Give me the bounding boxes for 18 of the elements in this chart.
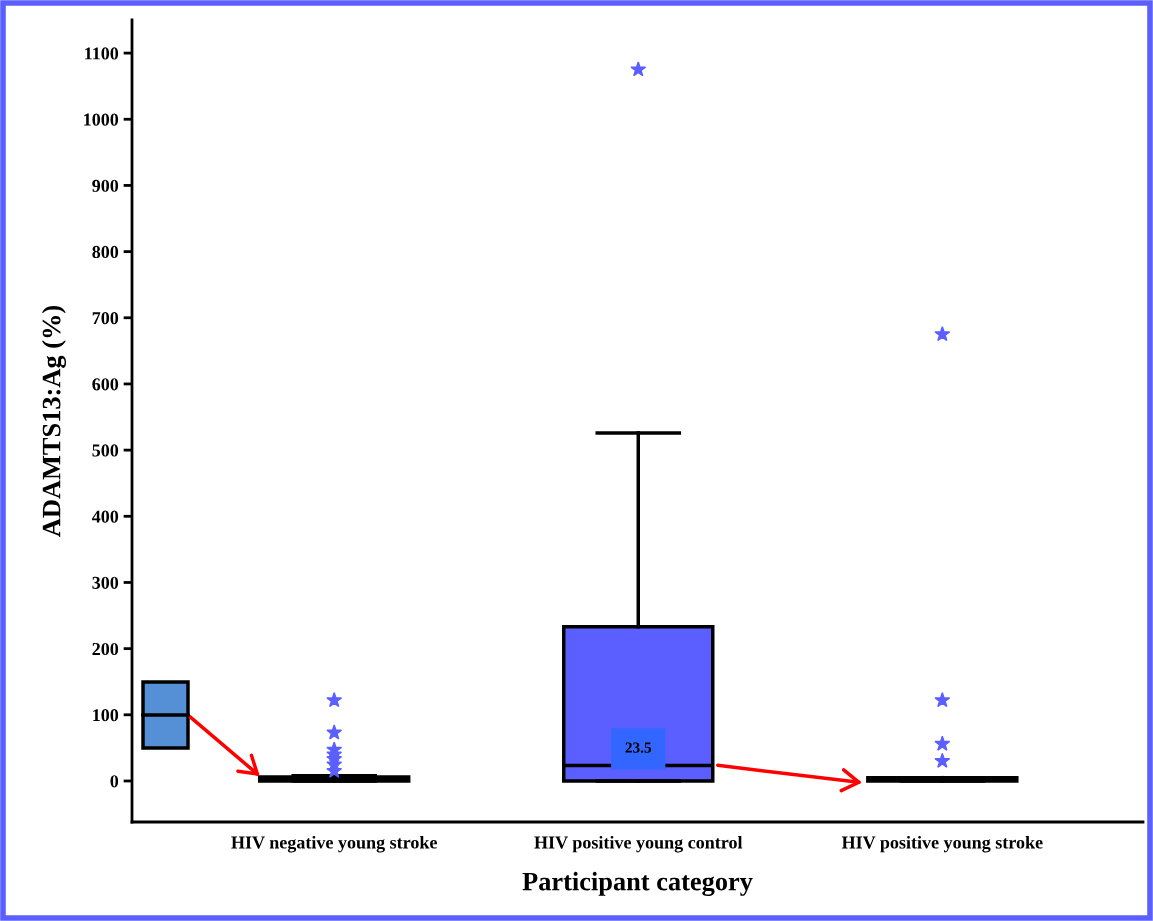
y-tick-label: 400 bbox=[91, 510, 119, 523]
y-axis-title: ADAMTS13:Ag (%) bbox=[41, 305, 67, 537]
x-tick-label: HIV positive young control bbox=[534, 835, 743, 853]
y-tick-label: 800 bbox=[92, 245, 119, 259]
y-tick-label: 100 bbox=[93, 709, 119, 722]
y-tick-label: 200 bbox=[92, 642, 119, 656]
y-tick-label: 0 bbox=[110, 775, 119, 788]
annotation: 23.5 bbox=[625, 742, 652, 753]
y-tick-label: 700 bbox=[92, 312, 119, 325]
y-tick-label: 1000 bbox=[84, 113, 119, 126]
y-tick-label: 300 bbox=[92, 576, 119, 589]
y-tick-label: 1100 bbox=[85, 47, 119, 60]
x-tick-label: HIV positive young stroke bbox=[841, 835, 1043, 853]
y-tick-label: 600 bbox=[92, 378, 119, 391]
x-axis-title: Participant category bbox=[522, 871, 753, 896]
x-tick-label: HIV negative young stroke bbox=[231, 835, 437, 853]
y-tick-label: 500 bbox=[92, 444, 119, 457]
y-tick-label: 900 bbox=[92, 179, 119, 192]
